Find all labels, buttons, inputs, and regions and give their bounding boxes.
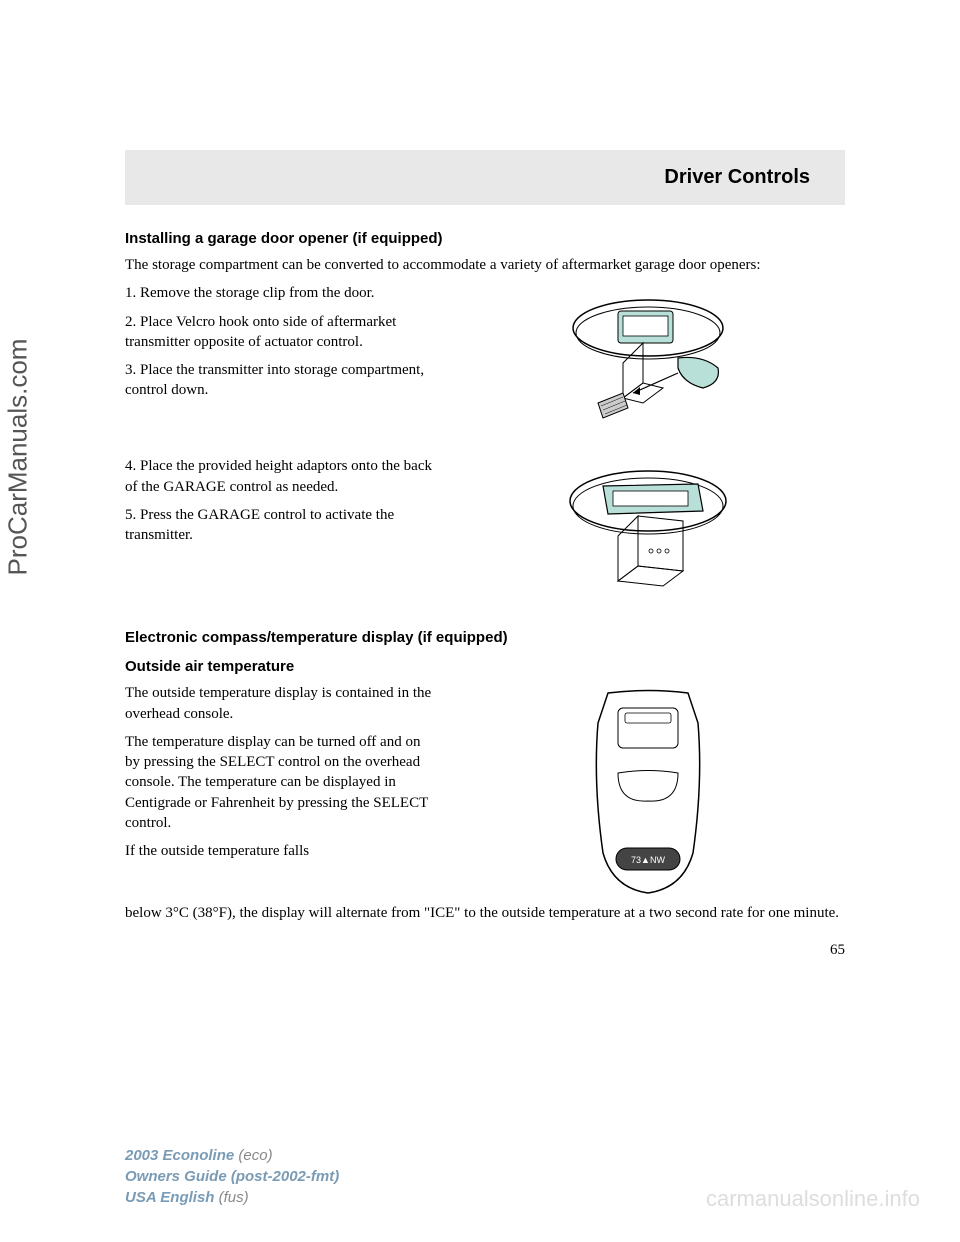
s2-p2: The temperature display can be turned of… xyxy=(125,732,435,833)
section2-heading: Electronic compass/temperature display (… xyxy=(125,629,845,646)
diagram3-col: 73▲NW xyxy=(450,683,845,903)
s2-p1: The outside temperature display is conta… xyxy=(125,683,435,724)
garage-opener-diagram-1 xyxy=(543,283,753,438)
step5: 5. Press the GARAGE control to activate … xyxy=(125,505,435,546)
diagram1-col xyxy=(450,283,845,438)
footer-line1: 2003 Econoline (eco) xyxy=(125,1145,339,1166)
section1-text1: 1. Remove the storage clip from the door… xyxy=(125,283,435,438)
watermark-left: ProCarManuals.com xyxy=(3,339,34,576)
overhead-console-diagram: 73▲NW xyxy=(563,683,733,903)
section1-text2: 4. Place the provided height adaptors on… xyxy=(125,456,435,611)
footer-l3-bold: USA English xyxy=(125,1189,214,1206)
footer-l2-bold: Owners Guide (post-2002-fmt) xyxy=(125,1168,339,1185)
section2-row: The outside temperature display is conta… xyxy=(125,683,845,903)
step2: 2. Place Velcro hook onto side of afterm… xyxy=(125,312,435,353)
page-number: 65 xyxy=(125,942,845,959)
garage-opener-diagram-2 xyxy=(543,456,753,611)
footer-meta: 2003 Econoline (eco) Owners Guide (post-… xyxy=(125,1145,339,1208)
console-display-text: 73▲NW xyxy=(631,855,665,865)
header-title: Driver Controls xyxy=(664,166,810,189)
diagram2-col xyxy=(450,456,845,611)
section1-row1: 1. Remove the storage clip from the door… xyxy=(125,283,845,438)
section2-subheading: Outside air temperature xyxy=(125,658,845,675)
footer-line2: Owners Guide (post-2002-fmt) xyxy=(125,1166,339,1187)
section1-intro: The storage compartment can be converted… xyxy=(125,255,845,275)
watermark-bottom: carmanualsonline.info xyxy=(706,1186,920,1212)
step3: 3. Place the transmitter into storage co… xyxy=(125,360,435,401)
section1-heading: Installing a garage door opener (if equi… xyxy=(125,230,845,247)
section1-row2: 4. Place the provided height adaptors on… xyxy=(125,456,845,611)
header-bar: Driver Controls xyxy=(125,150,845,205)
page-content: Driver Controls Installing a garage door… xyxy=(125,150,845,959)
section2-text: The outside temperature display is conta… xyxy=(125,683,435,903)
s2-p3-start: If the outside temperature falls xyxy=(125,841,435,861)
footer-l3-italic: (fus) xyxy=(219,1189,249,1206)
footer-line3: USA English (fus) xyxy=(125,1187,339,1208)
step4: 4. Place the provided height adaptors on… xyxy=(125,456,435,497)
footer-l1-bold: 2003 Econoline xyxy=(125,1147,234,1164)
footer-l1-italic: (eco) xyxy=(238,1147,272,1164)
s2-p3-rest: below 3°C (38°F), the display will alter… xyxy=(125,903,845,923)
step1: 1. Remove the storage clip from the door… xyxy=(125,283,435,303)
